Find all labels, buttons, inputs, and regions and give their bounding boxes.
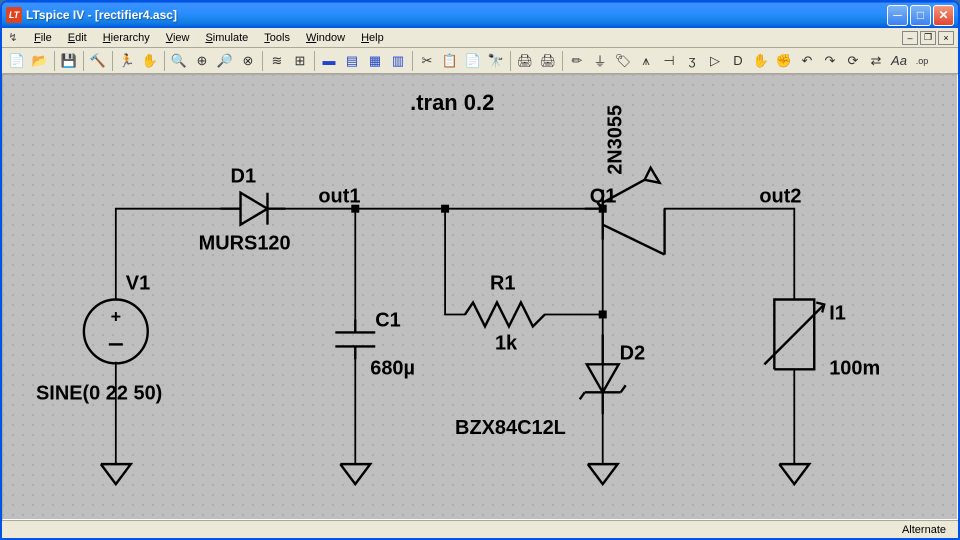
menu-simulate[interactable]: Simulate: [197, 30, 256, 46]
svg-text:+: +: [111, 306, 121, 326]
mdi-close-button[interactable]: ×: [938, 31, 954, 45]
menu-window[interactable]: Window: [298, 30, 353, 46]
window-title: LTspice IV - [rectifier4.asc]: [26, 8, 887, 22]
tile-d-icon[interactable]: ▥: [387, 50, 409, 72]
mdi-buttons: – ❐ ×: [902, 31, 954, 45]
paste-icon[interactable]: 📄: [462, 50, 484, 72]
label-v1-value: SINE(0 22 50): [36, 382, 162, 404]
tile-b-icon[interactable]: ▤: [341, 50, 363, 72]
main-window: LT LTspice IV - [rectifier4.asc] ─ □ ✕ ↯…: [0, 0, 960, 540]
label-i1-value: 100m: [829, 357, 880, 379]
ground-icon[interactable]: ⏚: [589, 50, 611, 72]
capacitor-icon[interactable]: ⊣: [658, 50, 680, 72]
ground-v1: [101, 464, 131, 484]
label-q1-name: Q1: [590, 186, 617, 208]
statusbar: Alternate: [2, 520, 958, 538]
hand-icon[interactable]: ✋: [750, 50, 772, 72]
menu-file[interactable]: File: [26, 30, 60, 46]
label-i1-name: I1: [829, 302, 846, 324]
open-icon[interactable]: 📂: [29, 50, 51, 72]
label-r1-name: R1: [490, 273, 515, 295]
diode-icon[interactable]: ▷: [704, 50, 726, 72]
component-c1: [335, 319, 375, 359]
app-icon: LT: [6, 7, 22, 23]
schematic: +: [3, 75, 957, 519]
status-text: Alternate: [902, 524, 954, 536]
menu-help[interactable]: Help: [353, 30, 392, 46]
autorange-icon[interactable]: ≋: [266, 50, 288, 72]
pencil-icon[interactable]: ✏: [566, 50, 588, 72]
find-icon[interactable]: 🔭: [485, 50, 507, 72]
label-d2-name: D2: [620, 342, 646, 364]
system-menu-icon[interactable]: ↯: [6, 31, 20, 45]
tile-a-icon[interactable]: ▬: [318, 50, 340, 72]
zoom-fit-icon[interactable]: ⊗: [237, 50, 259, 72]
text-icon[interactable]: Aa: [888, 50, 910, 72]
tile-c-icon[interactable]: ▦: [364, 50, 386, 72]
component-i1: [764, 299, 824, 369]
close-button[interactable]: ✕: [933, 5, 954, 26]
inductor-icon[interactable]: ʒ: [681, 50, 703, 72]
run-icon[interactable]: 🏃: [116, 50, 138, 72]
menu-edit[interactable]: Edit: [60, 30, 95, 46]
minimize-button[interactable]: ─: [887, 5, 908, 26]
component-icon[interactable]: D: [727, 50, 749, 72]
label-d1-value: MURS120: [199, 233, 291, 255]
ground-i1: [779, 464, 809, 484]
net-out1: out1: [318, 186, 360, 208]
setup-icon[interactable]: ⊞: [289, 50, 311, 72]
redo-icon[interactable]: ↷: [819, 50, 841, 72]
label-icon[interactable]: 🏷: [612, 50, 634, 72]
undo-icon[interactable]: ↶: [796, 50, 818, 72]
maximize-button[interactable]: □: [910, 5, 931, 26]
cut-icon[interactable]: ✂: [416, 50, 438, 72]
print-icon[interactable]: 🖨: [514, 50, 536, 72]
net-out2: out2: [759, 186, 801, 208]
label-d2-value: BZX84C12L: [455, 417, 566, 439]
mdi-restore-button[interactable]: ❐: [920, 31, 936, 45]
spice-directive: .tran 0.2: [410, 90, 494, 115]
copy-icon[interactable]: 📋: [439, 50, 461, 72]
menubar: ↯ File Edit Hierarchy View Simulate Tool…: [2, 28, 958, 48]
halt-icon[interactable]: ✋: [139, 50, 161, 72]
zoom-in-icon[interactable]: 🔍: [168, 50, 190, 72]
component-q1: [585, 168, 665, 255]
label-v1-name: V1: [126, 273, 150, 295]
menu-view[interactable]: View: [158, 30, 198, 46]
menu-tools[interactable]: Tools: [256, 30, 298, 46]
component-v1: +: [84, 299, 148, 363]
ground-d2: [588, 464, 618, 484]
mirror-icon[interactable]: ⇄: [865, 50, 887, 72]
toolbar: 📄 📂 💾 🔨 🏃 ✋ 🔍 ⊕ 🔎 ⊗ ≋ ⊞ ▬ ▤ ▦ ▥ ✂ 📋 📄 🔭 …: [2, 48, 958, 74]
component-r1: [465, 302, 545, 326]
ground-c1: [340, 464, 370, 484]
menu-hierarchy[interactable]: Hierarchy: [95, 30, 158, 46]
label-q1-value: 2N3055: [605, 105, 627, 175]
schematic-canvas[interactable]: +: [2, 74, 958, 520]
label-c1-name: C1: [375, 309, 401, 331]
drag-icon[interactable]: ✊: [773, 50, 795, 72]
component-d1: [221, 193, 286, 225]
titlebar[interactable]: LT LTspice IV - [rectifier4.asc] ─ □ ✕: [2, 2, 958, 28]
window-buttons: ─ □ ✕: [887, 5, 954, 26]
zoom-out-icon[interactable]: 🔎: [214, 50, 236, 72]
label-d1-name: D1: [231, 166, 256, 188]
spice-directive-icon[interactable]: .op: [911, 50, 933, 72]
control-panel-icon[interactable]: 🔨: [87, 50, 109, 72]
new-icon[interactable]: 📄: [6, 50, 28, 72]
mdi-minimize-button[interactable]: –: [902, 31, 918, 45]
resistor-icon[interactable]: ⩚: [635, 50, 657, 72]
print-setup-icon[interactable]: 🖨: [537, 50, 559, 72]
save-icon[interactable]: 💾: [58, 50, 80, 72]
label-c1-value: 680µ: [370, 357, 415, 379]
pan-icon[interactable]: ⊕: [191, 50, 213, 72]
rotate-icon[interactable]: ⟳: [842, 50, 864, 72]
label-r1-value: 1k: [495, 332, 518, 354]
